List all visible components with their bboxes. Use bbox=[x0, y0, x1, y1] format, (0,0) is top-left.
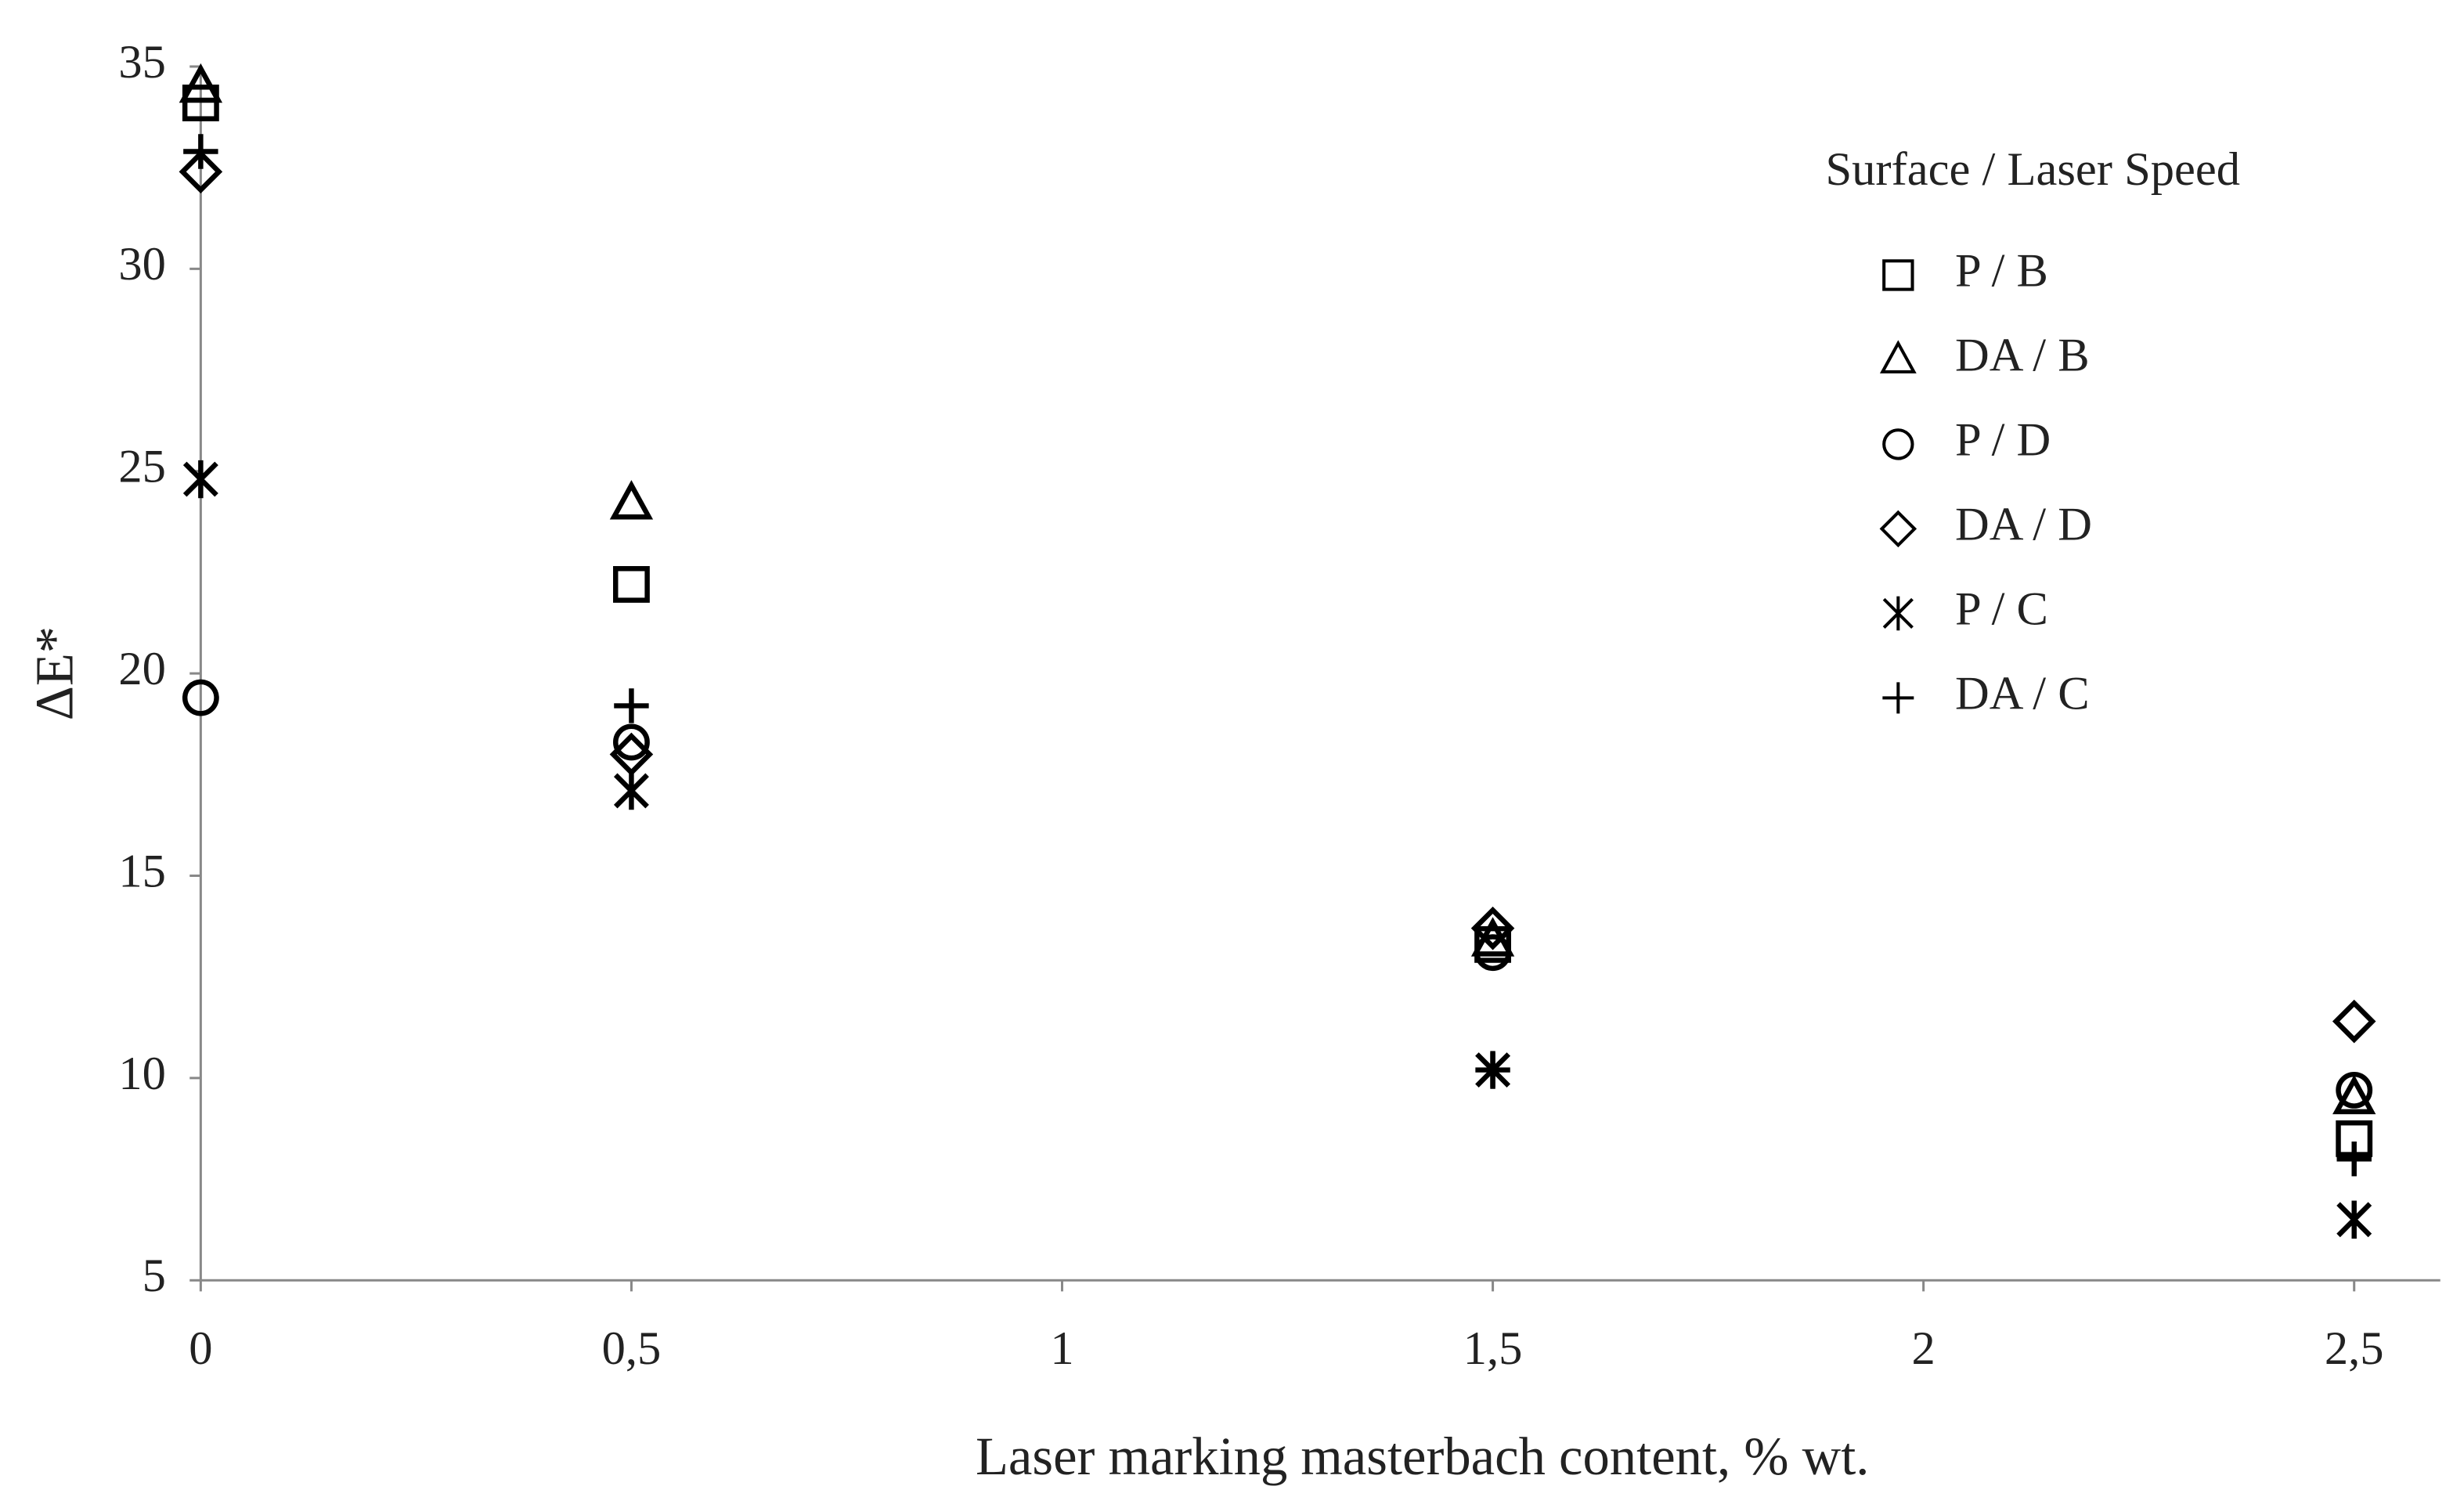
legend-marker bbox=[1882, 259, 1914, 291]
legend-marker bbox=[1882, 428, 1914, 460]
x-tick-label: 0,5 bbox=[602, 1322, 662, 1375]
point bbox=[1475, 1052, 1510, 1088]
point bbox=[1474, 934, 1511, 972]
point bbox=[1470, 906, 1515, 951]
marker-part bbox=[2336, 1200, 2372, 1239]
x-tick-label: 2,5 bbox=[2325, 1322, 2384, 1375]
legend-title: Surface / Laser Speed bbox=[1825, 143, 2240, 196]
legend-marker bbox=[1879, 340, 1917, 373]
y-tick-label: 30 bbox=[118, 238, 166, 290]
marker-part bbox=[2336, 1142, 2372, 1177]
legend-marker bbox=[1879, 510, 1917, 548]
legend-label: P / C bbox=[1955, 583, 2048, 635]
marker-part bbox=[1474, 934, 1511, 972]
marker-part bbox=[2336, 1071, 2373, 1109]
point bbox=[2332, 1074, 2376, 1115]
marker-part bbox=[613, 771, 649, 810]
point bbox=[183, 134, 218, 169]
x-tick-label: 0 bbox=[189, 1322, 212, 1375]
point bbox=[179, 63, 223, 103]
marker-part bbox=[183, 134, 218, 169]
legend-marker bbox=[1882, 596, 1914, 631]
marker-part bbox=[609, 480, 654, 520]
y-tick-label: 10 bbox=[118, 1048, 166, 1100]
point bbox=[614, 688, 649, 723]
y-tick-label: 35 bbox=[118, 36, 166, 88]
legend-marker bbox=[1882, 682, 1914, 714]
marker-part bbox=[1879, 510, 1917, 548]
marker-part bbox=[1882, 259, 1914, 291]
marker-part bbox=[613, 723, 650, 761]
marker-part bbox=[613, 566, 650, 603]
point bbox=[613, 723, 650, 761]
point bbox=[2336, 1071, 2373, 1109]
legend-label: DA / B bbox=[1955, 329, 2090, 381]
y-tick-label: 20 bbox=[118, 643, 166, 695]
legend-label: DA / C bbox=[1955, 667, 2090, 720]
marker-part bbox=[1475, 1052, 1510, 1088]
point bbox=[613, 566, 650, 603]
point bbox=[2336, 1200, 2372, 1239]
point bbox=[2336, 1142, 2372, 1177]
point bbox=[182, 460, 218, 499]
marker-part bbox=[1882, 682, 1914, 714]
marker-part bbox=[614, 688, 649, 723]
marker-part bbox=[1470, 906, 1515, 951]
marker-part bbox=[1882, 596, 1914, 631]
y-tick-label: 5 bbox=[143, 1250, 166, 1302]
marker-part bbox=[179, 150, 223, 194]
legend-label: P / D bbox=[1955, 413, 2051, 466]
marker-part bbox=[1879, 340, 1917, 373]
marker-part bbox=[182, 460, 218, 499]
x-tick-label: 1 bbox=[1050, 1322, 1073, 1375]
marker-part bbox=[179, 63, 223, 103]
x-tick-label: 2 bbox=[1911, 1322, 1935, 1375]
marker-part bbox=[2332, 1074, 2376, 1115]
x-tick-label: 1,5 bbox=[1463, 1322, 1523, 1375]
point bbox=[182, 679, 219, 716]
legend-label: DA / D bbox=[1955, 498, 2092, 550]
marker-part bbox=[182, 679, 219, 716]
legend-label: P / B bbox=[1955, 244, 2048, 297]
x-axis-title: Laser marking masterbach content, % wt. bbox=[976, 1427, 1869, 1486]
y-tick-label: 25 bbox=[118, 441, 166, 493]
marker-part bbox=[182, 85, 219, 121]
marker-part bbox=[1882, 428, 1914, 460]
y-axis-title: ΔE* bbox=[24, 626, 84, 720]
y-tick-label: 15 bbox=[118, 845, 166, 897]
point bbox=[2332, 999, 2376, 1044]
point bbox=[609, 480, 654, 520]
point bbox=[179, 150, 223, 194]
point bbox=[182, 85, 219, 121]
point bbox=[613, 771, 649, 810]
marker-part bbox=[2332, 999, 2376, 1044]
